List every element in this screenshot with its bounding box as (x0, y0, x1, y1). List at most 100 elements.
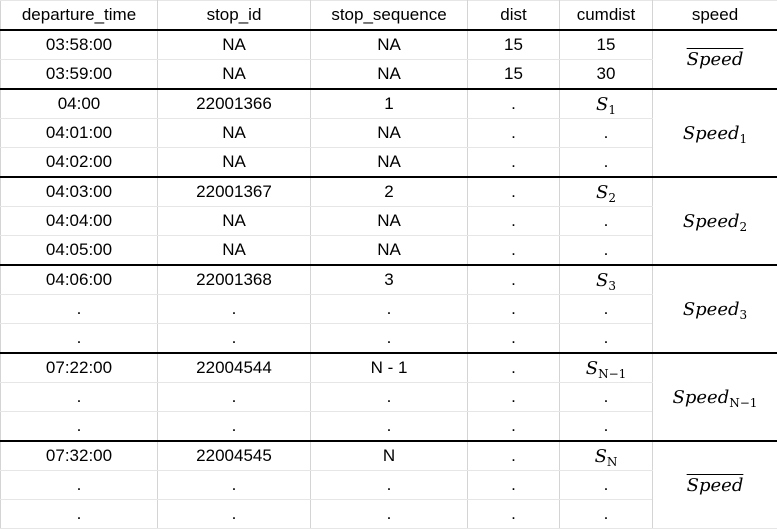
dist-cell[interactable]: . (467, 88, 560, 119)
stop-id-cell[interactable]: NA (157, 206, 311, 236)
stop-id-cell[interactable]: NA (157, 29, 311, 60)
cumdist-cell[interactable]: . (559, 470, 653, 500)
departure-time-cell[interactable]: . (0, 294, 158, 324)
dist-cell[interactable]: . (467, 206, 560, 236)
departure-time-cell[interactable]: . (0, 382, 158, 412)
dist-cell[interactable]: . (467, 470, 560, 500)
header-dist[interactable]: dist (467, 0, 560, 31)
dist-cell[interactable]: . (467, 440, 560, 471)
departure-time-cell[interactable]: . (0, 499, 158, 529)
stop-id-cell[interactable]: 22001366 (157, 88, 311, 119)
stop-sequence-cell[interactable]: . (310, 499, 468, 529)
cumdist-cell[interactable]: . (559, 499, 653, 529)
stop-sequence-cell[interactable]: NA (310, 29, 468, 60)
cumdist-cell[interactable]: . (559, 206, 653, 236)
stop-id-cell[interactable]: 22004545 (157, 440, 311, 471)
stop-id-cell[interactable]: 22001367 (157, 176, 311, 207)
dist-cell[interactable]: 15 (467, 59, 560, 90)
stop-sequence-cell[interactable]: 3 (310, 264, 468, 295)
stop-sequence-cell[interactable]: 1 (310, 88, 468, 119)
cumdist-cell[interactable]: . (559, 323, 653, 354)
dist-cell[interactable]: . (467, 499, 560, 529)
dist-cell[interactable]: . (467, 352, 560, 383)
cumdist-cell[interactable]: S3 (559, 264, 653, 295)
cumdist-cell[interactable]: . (559, 411, 653, 442)
departure-time-cell[interactable]: 03:58:00 (0, 29, 158, 60)
stop-sequence-cell[interactable]: NA (310, 147, 468, 178)
stop-id-cell[interactable]: . (157, 382, 311, 412)
dist-cell[interactable]: . (467, 235, 560, 266)
stop-sequence-cell[interactable]: . (310, 470, 468, 500)
stop-id-cell[interactable]: NA (157, 235, 311, 266)
speed-cell[interactable]: SpeedN−1 (652, 352, 777, 442)
dist-cell[interactable]: . (467, 176, 560, 207)
stop-sequence-cell[interactable]: . (310, 294, 468, 324)
stop-id-cell[interactable]: . (157, 411, 311, 442)
stop-id-cell[interactable]: . (157, 499, 311, 529)
stop-sequence-cell[interactable]: . (310, 323, 468, 354)
stop-id-cell[interactable]: NA (157, 59, 311, 90)
stop-sequence-cell[interactable]: NA (310, 235, 468, 266)
departure-time-cell[interactable]: 07:32:00 (0, 440, 158, 471)
cumdist-cell[interactable]: . (559, 147, 653, 178)
header-departure-time[interactable]: departure_time (0, 0, 158, 31)
stop-id-cell[interactable]: NA (157, 118, 311, 148)
cumdist-cell[interactable]: S1 (559, 88, 653, 119)
departure-time-cell[interactable]: 04:02:00 (0, 147, 158, 178)
dist-cell[interactable]: . (467, 264, 560, 295)
dist-cell[interactable]: . (467, 411, 560, 442)
table-body: 03:58:00 NA NA 15 15 Speed 03:59:00 NA NA 15 30 04:… (0, 29, 777, 529)
dist-cell[interactable]: . (467, 323, 560, 354)
departure-time-cell[interactable]: 04:00 (0, 88, 158, 119)
departure-time-cell[interactable]: 04:01:00 (0, 118, 158, 148)
cumdist-symbol: SN−1 (586, 358, 627, 380)
stop-sequence-cell[interactable]: N (310, 440, 468, 471)
stop-sequence-cell[interactable]: NA (310, 206, 468, 236)
stop-sequence-cell[interactable]: . (310, 411, 468, 442)
speed-cell[interactable]: Speed (652, 29, 777, 90)
departure-time-cell[interactable]: 03:59:00 (0, 59, 158, 90)
cumdist-cell[interactable]: 30 (559, 59, 653, 90)
header-stop-id[interactable]: stop_id (157, 0, 311, 31)
cumdist-cell[interactable]: S2 (559, 176, 653, 207)
departure-time-cell[interactable]: . (0, 470, 158, 500)
stop-sequence-cell[interactable]: NA (310, 59, 468, 90)
cumdist-cell[interactable]: . (559, 382, 653, 412)
dist-cell[interactable]: . (467, 147, 560, 178)
cumdist-cell[interactable]: SN−1 (559, 352, 653, 383)
stop-sequence-cell[interactable]: NA (310, 118, 468, 148)
speed-symbol-base: Speed (672, 386, 730, 408)
speed-cell[interactable]: Speed2 (652, 176, 777, 266)
dist-cell[interactable]: . (467, 294, 560, 324)
departure-time-cell[interactable]: 04:03:00 (0, 176, 158, 207)
cumdist-cell[interactable]: . (559, 294, 653, 324)
stop-sequence-cell[interactable]: . (310, 382, 468, 412)
speed-cell[interactable]: Speed (652, 440, 777, 529)
dist-cell[interactable]: . (467, 382, 560, 412)
stop-id-cell[interactable]: NA (157, 147, 311, 178)
speed-cell[interactable]: Speed1 (652, 88, 777, 178)
departure-time-cell[interactable]: 04:06:00 (0, 264, 158, 295)
cumdist-cell[interactable]: 15 (559, 29, 653, 60)
departure-time-cell[interactable]: 07:22:00 (0, 352, 158, 383)
speed-cell[interactable]: Speed3 (652, 264, 777, 354)
dist-cell[interactable]: 15 (467, 29, 560, 60)
cumdist-cell[interactable]: . (559, 235, 653, 266)
departure-time-cell[interactable]: 04:05:00 (0, 235, 158, 266)
stop-id-cell[interactable]: . (157, 323, 311, 354)
departure-time-cell[interactable]: . (0, 323, 158, 354)
stop-sequence-cell[interactable]: 2 (310, 176, 468, 207)
header-speed[interactable]: speed (652, 0, 777, 31)
stop-id-cell[interactable]: 22001368 (157, 264, 311, 295)
cumdist-cell[interactable]: . (559, 118, 653, 148)
dist-cell[interactable]: . (467, 118, 560, 148)
stop-id-cell[interactable]: . (157, 294, 311, 324)
stop-sequence-cell[interactable]: N - 1 (310, 352, 468, 383)
departure-time-cell[interactable]: 04:04:00 (0, 206, 158, 236)
header-stop-sequence[interactable]: stop_sequence (310, 0, 468, 31)
cumdist-cell[interactable]: SN (559, 440, 653, 471)
stop-id-cell[interactable]: . (157, 470, 311, 500)
departure-time-cell[interactable]: . (0, 411, 158, 442)
header-cumdist[interactable]: cumdist (559, 0, 653, 31)
stop-id-cell[interactable]: 22004544 (157, 352, 311, 383)
